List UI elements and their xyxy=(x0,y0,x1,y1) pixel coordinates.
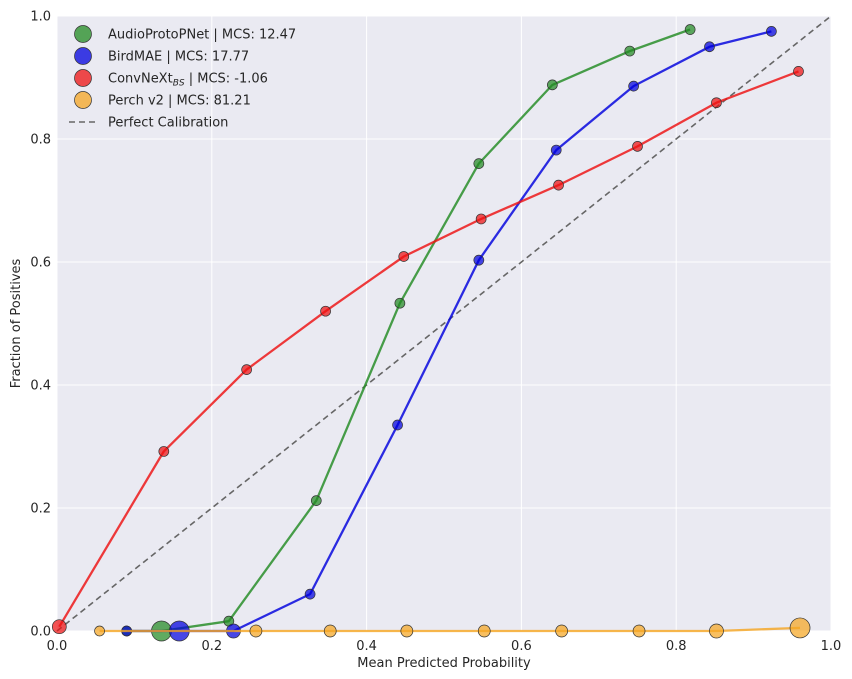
data-point xyxy=(392,419,403,431)
y-tick-label: 0.8 xyxy=(30,133,51,148)
data-point xyxy=(51,619,67,635)
x-tick-label: 0.6 xyxy=(511,639,532,654)
legend-marker xyxy=(74,69,92,87)
data-point xyxy=(94,625,105,637)
legend-marker xyxy=(74,47,92,65)
legend-label: Perch v2 | MCS: 81.21 xyxy=(108,94,251,109)
data-point xyxy=(547,79,558,91)
legend-label: AudioProtoPNet | MCS: 12.47 xyxy=(108,28,296,43)
data-point xyxy=(477,624,491,638)
data-point xyxy=(793,65,804,77)
data-point xyxy=(684,24,696,35)
y-tick-label: 0.6 xyxy=(30,256,51,271)
x-tick-label: 0.4 xyxy=(356,639,377,654)
tick-labels: 0.0 0.2 0.4 0.6 0.8 1.0 0.0 0.2 0.4 0.6 0.8 1.0 xyxy=(30,10,841,655)
data-point xyxy=(632,624,646,638)
data-point xyxy=(473,254,485,266)
y-tick-label: 1.0 xyxy=(30,10,51,25)
data-point xyxy=(550,144,562,156)
data-point xyxy=(304,588,316,600)
y-tick-label: 0.2 xyxy=(30,502,51,517)
data-point xyxy=(249,624,263,638)
series-line xyxy=(58,70,799,628)
x-tick-label: 1.0 xyxy=(821,639,842,654)
data-point xyxy=(711,97,722,109)
legend-marker xyxy=(74,91,92,109)
data-point xyxy=(241,364,252,375)
data-point xyxy=(628,80,639,92)
data-point xyxy=(158,446,170,457)
legend-label: BirdMAE | MCS: 17.77 xyxy=(108,50,249,65)
data-point xyxy=(473,158,485,169)
legend-label: ConvNeXtBS | MCS: -1.06 xyxy=(108,72,268,89)
data-point xyxy=(709,623,724,639)
x-tick-label: 0.0 xyxy=(47,639,68,654)
data-point xyxy=(553,179,564,191)
series-group xyxy=(51,24,811,642)
data-point xyxy=(555,624,568,638)
data-point xyxy=(400,624,414,638)
data-point xyxy=(320,305,331,317)
y-tick-label: 0.0 xyxy=(30,625,51,640)
data-point xyxy=(310,495,322,506)
data-point xyxy=(475,213,487,225)
data-point xyxy=(323,624,337,638)
data-point xyxy=(789,617,811,639)
x-tick-label: 0.8 xyxy=(666,639,687,654)
legend-label: Perfect Calibration xyxy=(108,116,228,131)
grid-lines xyxy=(56,15,832,632)
perfect-calibration-line xyxy=(56,15,832,632)
data-point xyxy=(704,41,715,53)
y-axis-label: Fraction of Positives xyxy=(9,258,24,388)
data-point xyxy=(624,45,636,57)
data-point xyxy=(766,26,777,37)
data-point xyxy=(398,251,410,262)
x-axis-label: Mean Predicted Probability xyxy=(357,656,531,671)
perfect-calibration-line xyxy=(56,15,832,632)
x-tick-label: 0.2 xyxy=(201,639,222,654)
data-point xyxy=(632,141,643,152)
legend-marker xyxy=(74,25,92,43)
plot-content xyxy=(51,15,832,642)
y-tick-label: 0.4 xyxy=(30,379,51,394)
series-2 xyxy=(51,65,804,635)
legend: AudioProtoPNet | MCS: 12.47 BirdMAE | MCS… xyxy=(69,25,296,131)
series-3 xyxy=(94,617,811,639)
data-point xyxy=(394,297,406,309)
